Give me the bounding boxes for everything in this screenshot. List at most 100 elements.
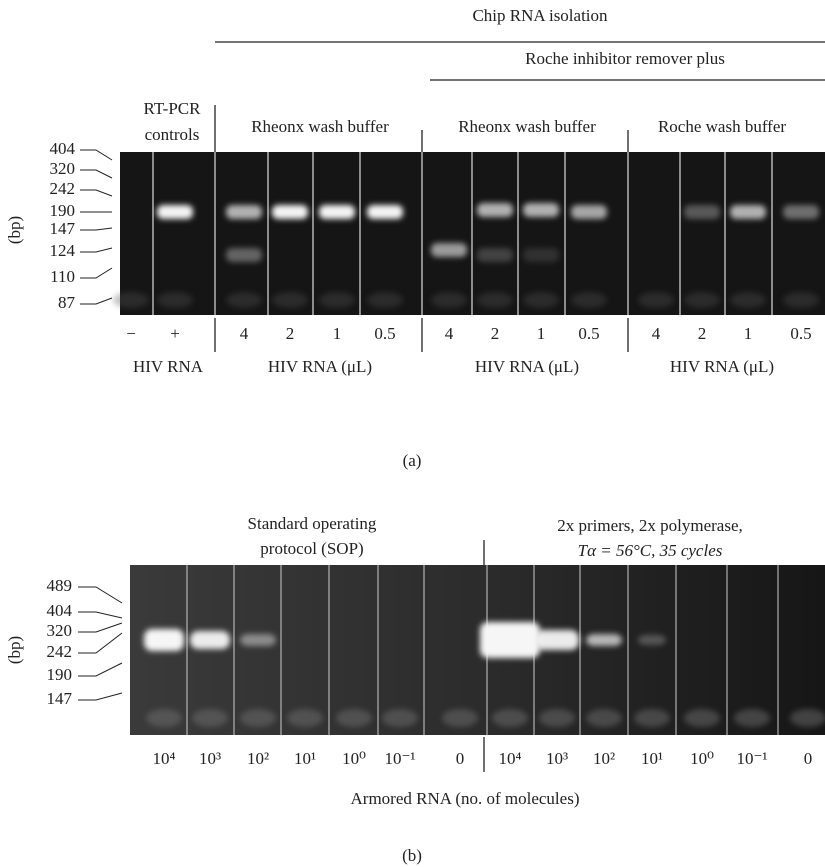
band xyxy=(783,205,819,219)
bp-marker: 489 xyxy=(47,576,73,595)
marker-line xyxy=(80,149,113,161)
bp-marker: 242 xyxy=(47,642,73,661)
lane-label: 10⁰ xyxy=(690,749,714,768)
haze xyxy=(192,709,228,727)
lane-label: 4 xyxy=(652,324,661,343)
group-label: Roche wash buffer xyxy=(658,117,786,136)
marker-line xyxy=(78,622,123,633)
band xyxy=(684,205,720,219)
lane-label: + xyxy=(170,324,180,343)
group-label: Tα = 56°C, 35 cycles xyxy=(578,541,723,560)
marker-line xyxy=(78,632,123,654)
marker-line xyxy=(78,611,123,619)
header: Chip RNA isolation xyxy=(472,6,608,25)
bp-marker: 242 xyxy=(50,179,76,198)
gel xyxy=(130,565,825,735)
haze xyxy=(790,709,825,727)
haze xyxy=(226,292,262,308)
group-label: Rheonx wash buffer xyxy=(251,117,389,136)
haze xyxy=(336,709,372,727)
marker-line xyxy=(80,267,113,279)
band xyxy=(157,205,193,219)
lane-label: 10¹ xyxy=(294,749,316,768)
bp-marker: 87 xyxy=(58,293,76,312)
marker-line xyxy=(80,189,113,197)
axis-label: (bp) xyxy=(5,216,24,244)
band xyxy=(431,243,467,257)
haze xyxy=(272,292,308,308)
haze xyxy=(684,292,720,308)
marker-line xyxy=(80,169,113,179)
bp-marker: 124 xyxy=(50,241,76,260)
band xyxy=(477,203,513,217)
bp-marker: 147 xyxy=(47,689,73,708)
lane-label: 10⁴ xyxy=(499,749,522,768)
lane-label: 0.5 xyxy=(578,324,599,343)
band xyxy=(586,634,622,646)
band xyxy=(571,205,607,219)
haze xyxy=(113,292,149,308)
lane-label: 1 xyxy=(333,324,342,343)
separators xyxy=(214,105,629,352)
bp-marker: 110 xyxy=(50,267,75,286)
lane-label: 10⁻¹ xyxy=(736,749,767,768)
lane-label: 10⁰ xyxy=(342,749,366,768)
band xyxy=(190,631,230,649)
band xyxy=(144,629,184,651)
lane-label: 1 xyxy=(537,324,546,343)
marker-line xyxy=(80,297,113,305)
haze xyxy=(684,709,720,727)
bp-marker: 147 xyxy=(50,219,76,238)
lane-label: 10⁴ xyxy=(153,749,176,768)
bp-marker: 190 xyxy=(50,201,76,220)
band xyxy=(319,205,355,219)
band xyxy=(240,634,276,646)
band xyxy=(226,205,262,219)
lane-label: 10² xyxy=(247,749,269,768)
haze xyxy=(586,709,622,727)
lane-group-label: HIV RNA (μL) xyxy=(475,357,579,376)
haze xyxy=(571,292,607,308)
band xyxy=(638,635,666,645)
band xyxy=(477,248,513,262)
lane-group-label: HIV RNA (μL) xyxy=(268,357,372,376)
bp-marker: 404 xyxy=(50,139,76,158)
haze xyxy=(319,292,355,308)
group-label: controls xyxy=(145,125,200,144)
group-label: RT-PCR xyxy=(144,99,202,118)
bp-marker: 320 xyxy=(50,159,76,178)
haze xyxy=(382,709,418,727)
band xyxy=(523,248,559,262)
band xyxy=(480,622,540,658)
lane-group-label: HIV RNA (μL) xyxy=(670,357,774,376)
haze xyxy=(431,292,467,308)
lane-label: 2 xyxy=(491,324,500,343)
haze xyxy=(539,709,575,727)
band xyxy=(523,203,559,217)
haze xyxy=(240,709,276,727)
haze xyxy=(146,709,182,727)
bp-marker: 190 xyxy=(47,665,73,684)
lane-label: 0.5 xyxy=(790,324,811,343)
band xyxy=(367,205,403,219)
subheader: Roche inhibitor remover plus xyxy=(525,49,725,68)
lane-label: 0 xyxy=(804,749,813,768)
haze xyxy=(734,709,770,727)
marker-line xyxy=(80,227,113,231)
marker-line xyxy=(78,586,123,604)
lane-label: 0.5 xyxy=(374,324,395,343)
marker-line xyxy=(78,662,123,677)
haze xyxy=(523,292,559,308)
haze xyxy=(638,292,674,308)
lane-label: 0 xyxy=(456,749,465,768)
caption: (a) xyxy=(403,451,422,470)
lane-group-label: HIV RNA xyxy=(133,357,204,376)
haze xyxy=(783,292,819,308)
band xyxy=(535,630,579,650)
band xyxy=(226,248,262,262)
lane-label: 4 xyxy=(240,324,249,343)
group-label: Rheonx wash buffer xyxy=(458,117,596,136)
haze xyxy=(492,709,528,727)
group-label: protocol (SOP) xyxy=(260,539,363,558)
